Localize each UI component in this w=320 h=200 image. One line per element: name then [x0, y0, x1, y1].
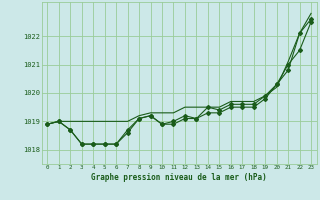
X-axis label: Graphe pression niveau de la mer (hPa): Graphe pression niveau de la mer (hPa): [91, 173, 267, 182]
